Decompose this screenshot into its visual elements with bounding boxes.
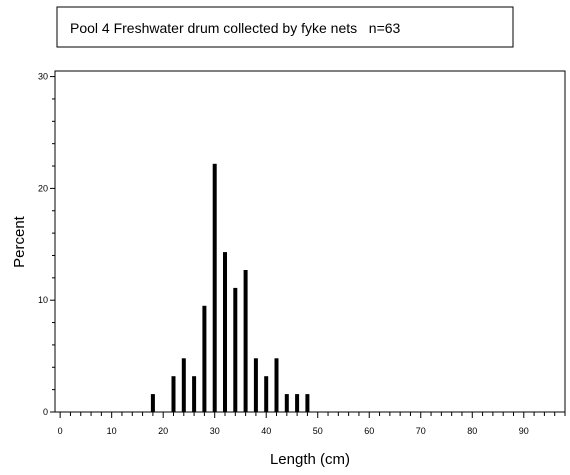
bar-30 [212,163,217,412]
bars [150,163,310,412]
bar-32 [223,252,227,412]
x-tick-label-50: 50 [313,426,323,436]
bar-46 [295,394,300,412]
bar-34 [233,287,238,412]
y-tick-label-30: 30 [38,72,48,82]
bar-48 [305,394,310,412]
y-tick-label-10: 10 [38,295,48,305]
x-tick-label-0: 0 [58,426,63,436]
bar-36 [243,270,248,412]
y-tick-label-20: 20 [38,183,48,193]
x-axis-label: Length (cm) [270,451,350,468]
x-tick-label-40: 40 [261,426,271,436]
bar-42 [274,358,279,412]
y-tick-label-0: 0 [43,407,48,417]
title-box [56,6,514,48]
x-tick-label-90: 90 [519,426,529,436]
x-tick-label-10: 10 [107,426,117,436]
x-tick-label-20: 20 [158,426,168,436]
y-axis-label: Percent [11,215,28,268]
bar-18 [150,394,155,412]
bar-38 [253,358,258,412]
bar-44 [284,394,289,412]
bar-22 [171,376,176,412]
bar-40 [264,376,269,412]
y-axis: 0 10 20 30 [38,72,55,417]
plot-frame [54,70,566,413]
x-tick-label-60: 60 [364,426,374,436]
x-tick-label-70: 70 [416,426,426,436]
x-tick-label-30: 30 [210,426,220,436]
bar-26 [192,376,197,412]
bar-24 [181,358,186,412]
bar-28 [202,305,207,412]
x-tick-label-80: 80 [467,426,477,436]
chart-title: Pool 4 Freshwater drum collected by fyke… [70,20,401,36]
x-axis: 0 10 20 30 40 50 60 70 80 90 [58,412,566,436]
